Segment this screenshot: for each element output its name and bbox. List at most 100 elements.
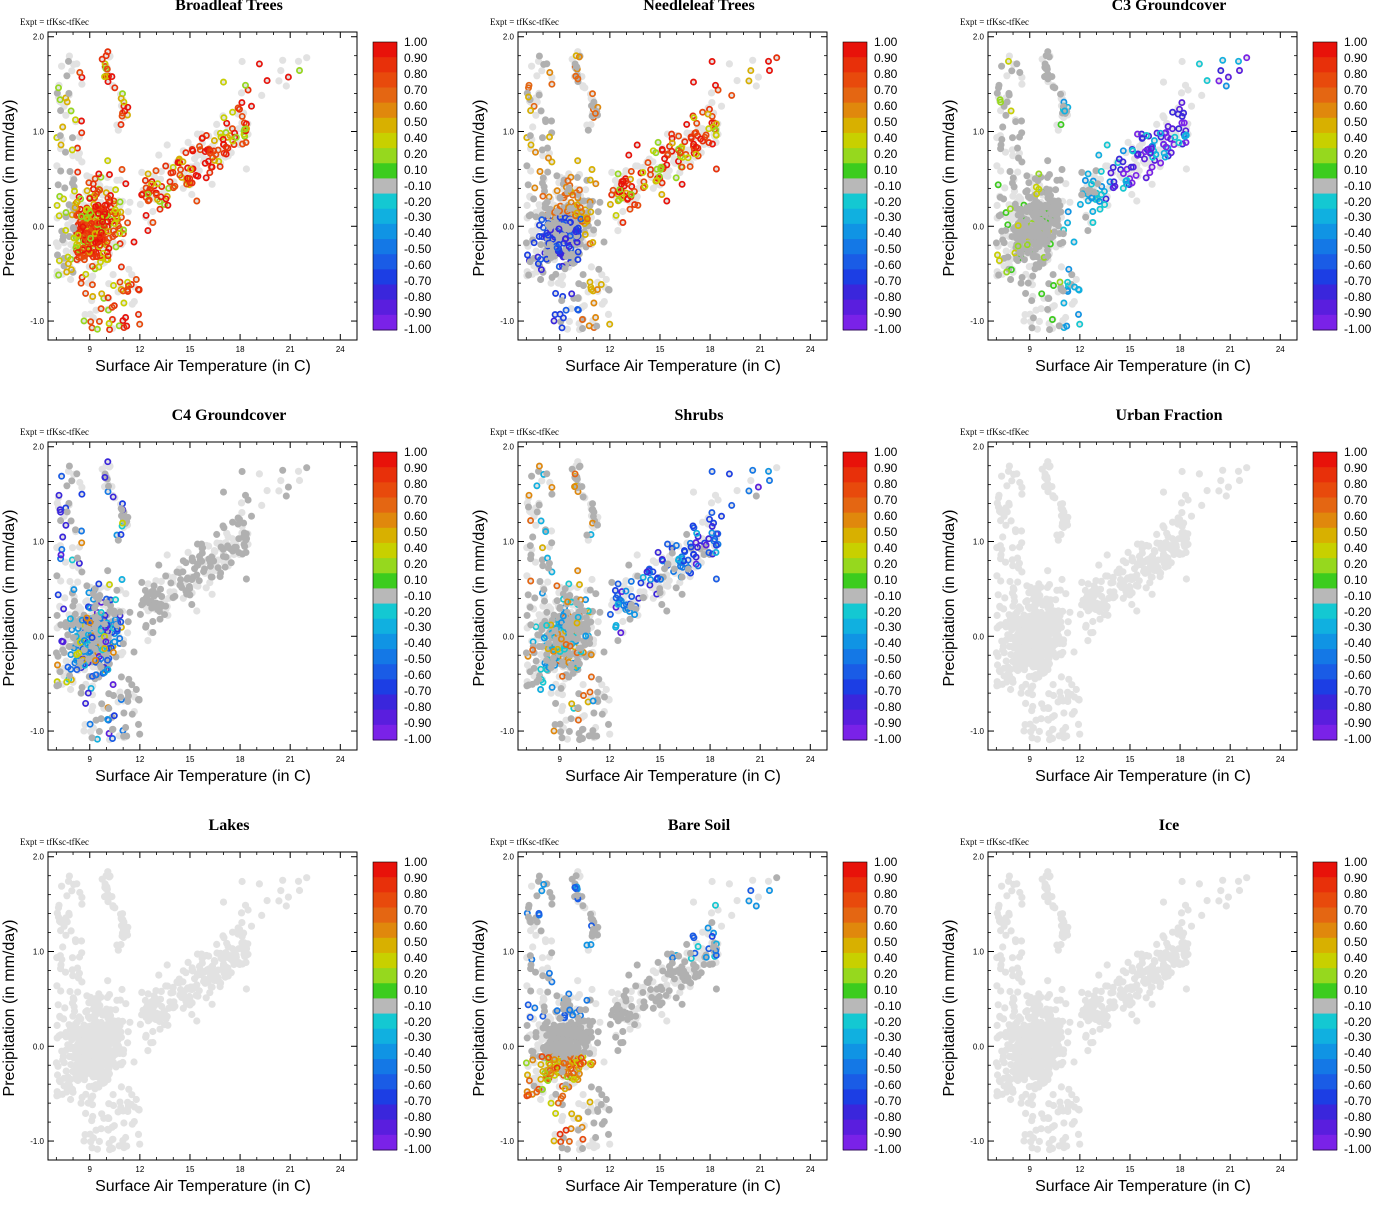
data-point (239, 58, 246, 65)
data-point (1066, 199, 1073, 206)
data-point (58, 108, 63, 113)
data-point (1031, 315, 1036, 320)
colorbar-label: -0.70 (874, 274, 901, 288)
data-point (258, 92, 265, 99)
data-point (191, 155, 198, 162)
colorbar-segment (843, 239, 867, 255)
data-point (1047, 54, 1052, 59)
colorbar-segment (1313, 57, 1337, 73)
data-point (71, 177, 76, 182)
colorbar-label: -0.90 (1344, 306, 1371, 320)
data-point (164, 141, 171, 148)
data-point (1010, 135, 1015, 140)
colorbar-label: 0.80 (1344, 67, 1367, 81)
colorbar-label: -0.20 (1344, 195, 1371, 209)
data-point (545, 199, 550, 204)
data-point (550, 275, 555, 280)
colorbar-label: 0.10 (1344, 163, 1367, 177)
data-point (564, 224, 569, 229)
colorbar-label: -0.40 (874, 226, 901, 240)
y-tick-label: 0.0 (973, 222, 985, 231)
colorbar-label: 0.20 (874, 147, 897, 161)
colorbar-label: 0.90 (874, 51, 897, 65)
data-point (1026, 281, 1031, 286)
x-tick-label: 9 (558, 345, 563, 354)
data-point (1022, 223, 1027, 228)
data-point (55, 91, 60, 96)
data-point (1029, 298, 1034, 303)
data-point (303, 54, 310, 61)
data-point (1015, 146, 1020, 151)
data-point (53, 239, 60, 246)
data-point (998, 142, 1003, 147)
data-point (71, 226, 76, 231)
data-point (124, 629, 131, 636)
data-point (1041, 237, 1046, 242)
colorbar-label: -0.30 (874, 210, 901, 224)
data-point (526, 182, 531, 187)
data-point (1023, 291, 1028, 296)
data-point (601, 239, 606, 244)
x-tick-label: 18 (236, 345, 245, 354)
colorbar-segment (843, 269, 867, 285)
data-point (531, 196, 536, 201)
colorbar-label: -0.10 (1344, 179, 1371, 193)
data-point (1025, 188, 1030, 193)
colorbar-segment (373, 315, 397, 331)
colorbar-segment (373, 178, 397, 194)
data-point (1005, 255, 1010, 260)
x-tick-label: 24 (336, 345, 345, 354)
colorbar-segment (843, 57, 867, 73)
data-point (566, 187, 571, 192)
data-point (1079, 170, 1084, 175)
data-point (554, 209, 559, 214)
data-point (993, 162, 1000, 169)
colorbar-label: 0.10 (404, 163, 427, 177)
data-point (55, 252, 60, 257)
colorbar-label: -0.30 (404, 210, 431, 224)
data-point (1046, 224, 1051, 229)
data-point (1038, 305, 1045, 312)
data-point (1056, 198, 1061, 203)
colorbar-label: -0.20 (404, 195, 431, 209)
data-point (58, 168, 63, 173)
data-point (540, 181, 545, 186)
y-tick-label: 2.0 (503, 33, 515, 42)
data-point (581, 283, 586, 288)
data-point (155, 152, 162, 159)
data-point (1045, 72, 1050, 77)
data-point (524, 163, 529, 168)
data-point (56, 182, 61, 187)
y-tick-label: -1.0 (970, 317, 984, 326)
data-point (537, 54, 542, 59)
y-tick-label: 1.0 (973, 128, 985, 137)
data-point (997, 213, 1002, 218)
colorbar-label: 0.20 (1344, 147, 1367, 161)
data-point (279, 57, 286, 64)
data-point (277, 67, 284, 74)
data-point (588, 263, 595, 270)
data-point (1083, 215, 1088, 220)
data-point (603, 276, 610, 283)
colorbar-label: 0.50 (874, 115, 897, 129)
colorbar-segment (843, 224, 867, 240)
data-point (1053, 187, 1058, 192)
colorbar-segment (1313, 269, 1337, 285)
data-point (1008, 277, 1013, 282)
data-point (1032, 266, 1037, 271)
data-point (89, 273, 96, 280)
data-point (755, 74, 762, 81)
colorbar-segment (843, 285, 867, 301)
colorbar-label: 0.10 (874, 163, 897, 177)
data-point (1013, 202, 1018, 207)
data-point (137, 201, 144, 208)
data-point (1085, 228, 1090, 233)
colorbar-label: -0.70 (404, 274, 431, 288)
data-point (1125, 139, 1132, 146)
colorbar-label: -0.90 (404, 306, 431, 320)
data-point (1054, 178, 1059, 183)
colorbar-segment (1313, 224, 1337, 240)
